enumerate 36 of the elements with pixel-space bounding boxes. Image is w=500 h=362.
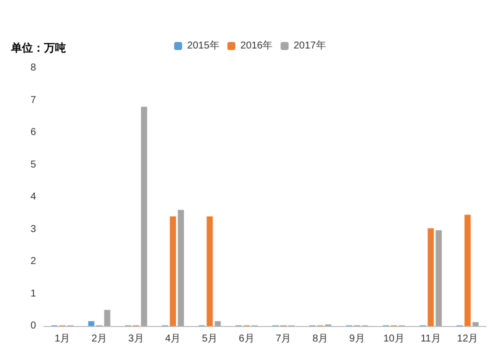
bar [428, 228, 434, 326]
bar [104, 310, 110, 326]
x-tick-label: 10月 [383, 334, 404, 344]
y-tick-label: 0 [30, 320, 36, 332]
x-tick-label: 9月 [349, 334, 365, 344]
legend-label: 2016年 [240, 40, 273, 52]
bar [436, 230, 442, 326]
bar [140, 106, 148, 326]
x-tick-label: 6月 [238, 334, 254, 344]
x-tick-label: 11月 [420, 334, 441, 344]
y-tick-label: 3 [30, 224, 36, 235]
x-tick-label: 7月 [276, 334, 292, 344]
y-tick-label: 4 [30, 192, 36, 202]
bar [170, 216, 176, 326]
bar [214, 321, 221, 326]
x-tick-label: 3月 [128, 334, 144, 344]
y-tick-label: 2 [30, 256, 36, 267]
y-tick-label: 5 [30, 159, 36, 170]
bar [178, 210, 184, 326]
x-tick-label: 12月 [457, 334, 478, 344]
x-tick-label: 1月 [54, 334, 70, 344]
x-tick-label: 5月 [202, 334, 218, 344]
bar [464, 214, 471, 326]
bar [88, 321, 94, 326]
y-tick-label: 7 [30, 94, 36, 106]
x-tick-label: 2月 [91, 334, 108, 344]
legend-label: 2015年 [187, 40, 220, 52]
y-tick-label: 8 [30, 62, 36, 74]
x-tick-label: 4月 [165, 334, 181, 344]
bar [472, 322, 479, 326]
x-tick-label: 8月 [312, 334, 328, 344]
legend-label: 2017年 [294, 40, 326, 52]
y-axis-title: 单位：万吨 [10, 42, 66, 54]
y-tick-label: 6 [30, 127, 36, 138]
y-tick-label: 1 [30, 288, 36, 300]
bar [206, 216, 213, 326]
